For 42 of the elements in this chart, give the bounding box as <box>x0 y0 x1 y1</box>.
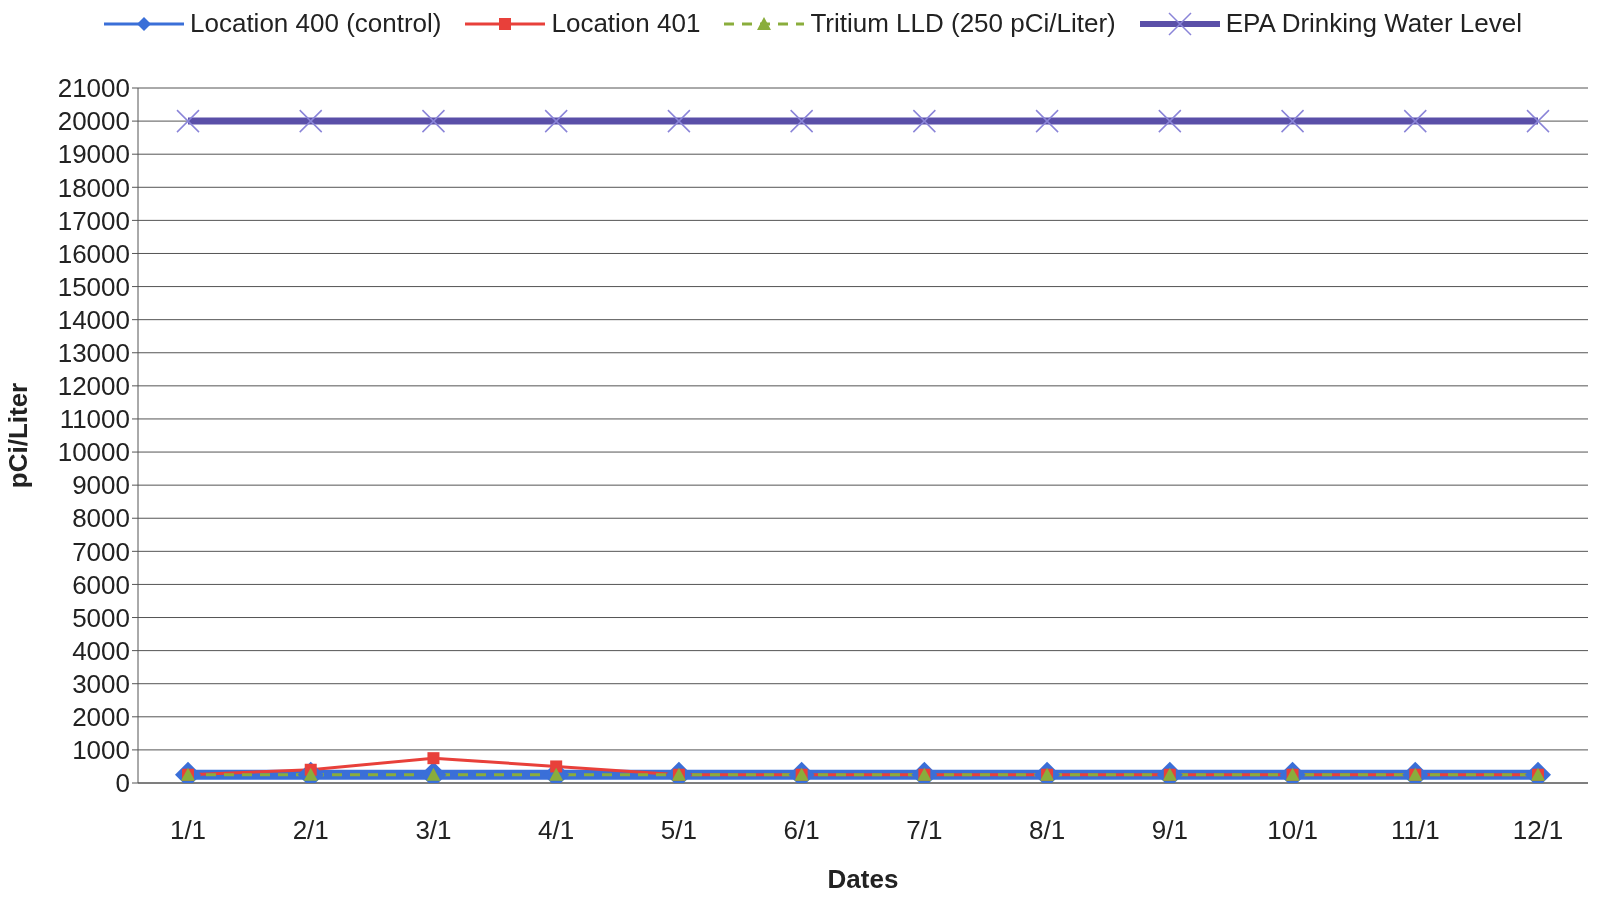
y-tick-label: 10000 <box>57 437 130 468</box>
legend-label: Location 401 <box>550 8 701 39</box>
y-tick-label: 17000 <box>57 205 130 236</box>
x-tick-label: 6/1 <box>783 815 820 846</box>
x-tick-label: 12/1 <box>1512 815 1564 846</box>
legend-label: Tritium LLD (250 pCi/Liter) <box>809 8 1116 39</box>
y-tick-label: 3000 <box>72 668 130 699</box>
y-tick-label: 9000 <box>72 470 130 501</box>
y-tick-label: 4000 <box>72 635 130 666</box>
y-tick-label: 6000 <box>72 569 130 600</box>
y-tick-label: 11000 <box>59 404 130 435</box>
y-tick-label: 14000 <box>57 304 130 335</box>
y-tick-label: 1000 <box>72 735 130 766</box>
point <box>550 760 563 773</box>
x-tick-label: 2/1 <box>292 815 329 846</box>
legend-label: EPA Drinking Water Level <box>1224 8 1522 39</box>
y-tick-label: 13000 <box>57 337 130 368</box>
legend-label: Location 400 (control) <box>189 8 442 39</box>
x-tick-label: 8/1 <box>1029 815 1066 846</box>
x-tick-label: 3/1 <box>415 815 452 846</box>
x-tick-label: 1/1 <box>169 815 207 846</box>
x-tick-label: 4/1 <box>538 815 575 846</box>
x-tick-label: 9/1 <box>1151 815 1188 846</box>
y-tick-label: 0 <box>115 768 130 799</box>
y-tick-label: 16000 <box>57 238 130 269</box>
y-axis-title: pCi/Liter <box>3 382 34 489</box>
point <box>427 752 440 765</box>
y-tick-label: 8000 <box>72 503 130 534</box>
y-tick-label: 15000 <box>57 271 130 302</box>
x-tick-label: 5/1 <box>660 815 697 846</box>
x-tick-label: 11/1 <box>1390 815 1440 846</box>
y-tick-label: 21000 <box>57 73 130 104</box>
x-axis-title: Dates <box>827 864 899 894</box>
y-tick-label: 12000 <box>57 371 130 402</box>
y-tick-label: 7000 <box>72 536 130 567</box>
y-tick-label: 18000 <box>57 172 130 203</box>
y-tick-label: 2000 <box>72 702 130 733</box>
y-tick-label: 19000 <box>57 139 130 170</box>
y-tick-label: 20000 <box>57 106 130 137</box>
x-tick-label: 10/1 <box>1267 815 1318 846</box>
x-tick-label: 7/1 <box>906 815 943 846</box>
y-tick-label: 5000 <box>72 602 130 633</box>
